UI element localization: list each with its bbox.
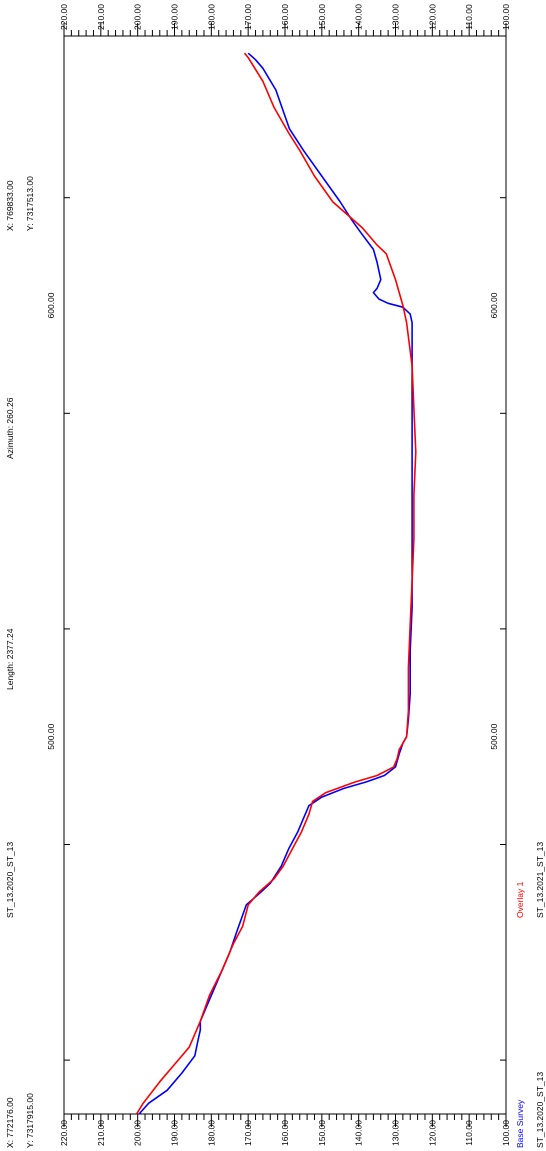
start-x-label: X: 772176.00	[5, 1097, 15, 1148]
end-x-label: X: 769833.00	[5, 180, 15, 231]
elevation-tick-label-top: 140.00	[354, 4, 364, 30]
start-y-label: Y: 7317915.00	[25, 1093, 35, 1148]
distance-tick-label-right: 600.00	[489, 292, 499, 318]
elevation-tick-label-top: 160.00	[280, 4, 290, 30]
elevation-tick-label-top: 120.00	[427, 4, 437, 30]
elevation-tick-label-bottom: 120.00	[427, 1120, 437, 1146]
legend-base-name: Base Survey	[515, 1099, 525, 1148]
elevation-tick-label-top: 190.00	[170, 4, 180, 30]
elevation-tick-label-top: 110.00	[464, 4, 474, 30]
elevation-tick-label-bottom: 140.00	[354, 1120, 364, 1146]
azimuth-label: Azimuth: 260.26	[5, 397, 15, 459]
elevation-tick-label-top: 100.00	[501, 4, 511, 30]
elevation-tick-label-bottom: 170.00	[243, 1120, 253, 1146]
overlay-1-line	[135, 52, 417, 1115]
elevation-tick-label-bottom: 220.00	[59, 1120, 69, 1146]
elevation-tick-label-bottom: 130.00	[391, 1120, 401, 1146]
elevation-tick-label-bottom: 180.00	[206, 1120, 216, 1146]
length-label: Length: 2377.24	[5, 628, 15, 690]
elevation-tick-label-top: 210.00	[96, 4, 106, 30]
elevation-tick-label-top: 170.00	[243, 4, 253, 30]
elevation-tick-label-bottom: 210.00	[96, 1120, 106, 1146]
legend-overlay-subname: ST_13.2021_ST_13	[535, 842, 545, 918]
profile-name-label: ST_13.2020_ST_13	[5, 842, 15, 918]
elevation-tick-label-bottom: 190.00	[170, 1120, 180, 1146]
plot-frame	[63, 35, 507, 1115]
legend-base-subname: ST_13.2020_ST_13	[535, 1072, 545, 1148]
elevation-tick-label-top: 180.00	[206, 4, 216, 30]
distance-tick-label-left: 600.00	[46, 292, 56, 318]
tick-labels: 220.00 220.00 210.00 210.00 200.00 200.00 190.…	[46, 4, 511, 1146]
elevation-tick-label-top: 200.00	[133, 4, 143, 30]
tick-marks	[63, 23, 507, 1127]
elevation-tick-label-bottom: 200.00	[133, 1120, 143, 1146]
end-y-label: Y: 7317513.00	[25, 176, 35, 231]
elevation-tick-label-top: 150.00	[317, 4, 327, 30]
elevation-tick-label-bottom: 100.00	[501, 1120, 511, 1146]
legend-overlay-name: Overlay 1	[515, 881, 525, 918]
distance-tick-label-right: 500.00	[489, 723, 499, 749]
elevation-tick-label-top: 130.00	[391, 4, 401, 30]
series-layer	[135, 52, 417, 1115]
distance-tick-label-left: 500.00	[46, 723, 56, 749]
elevation-tick-label-bottom: 150.00	[317, 1120, 327, 1146]
elevation-tick-label-bottom: 110.00	[464, 1120, 474, 1146]
elevation-tick-label-bottom: 160.00	[280, 1120, 290, 1146]
elevation-tick-label-top: 220.00	[59, 4, 69, 30]
